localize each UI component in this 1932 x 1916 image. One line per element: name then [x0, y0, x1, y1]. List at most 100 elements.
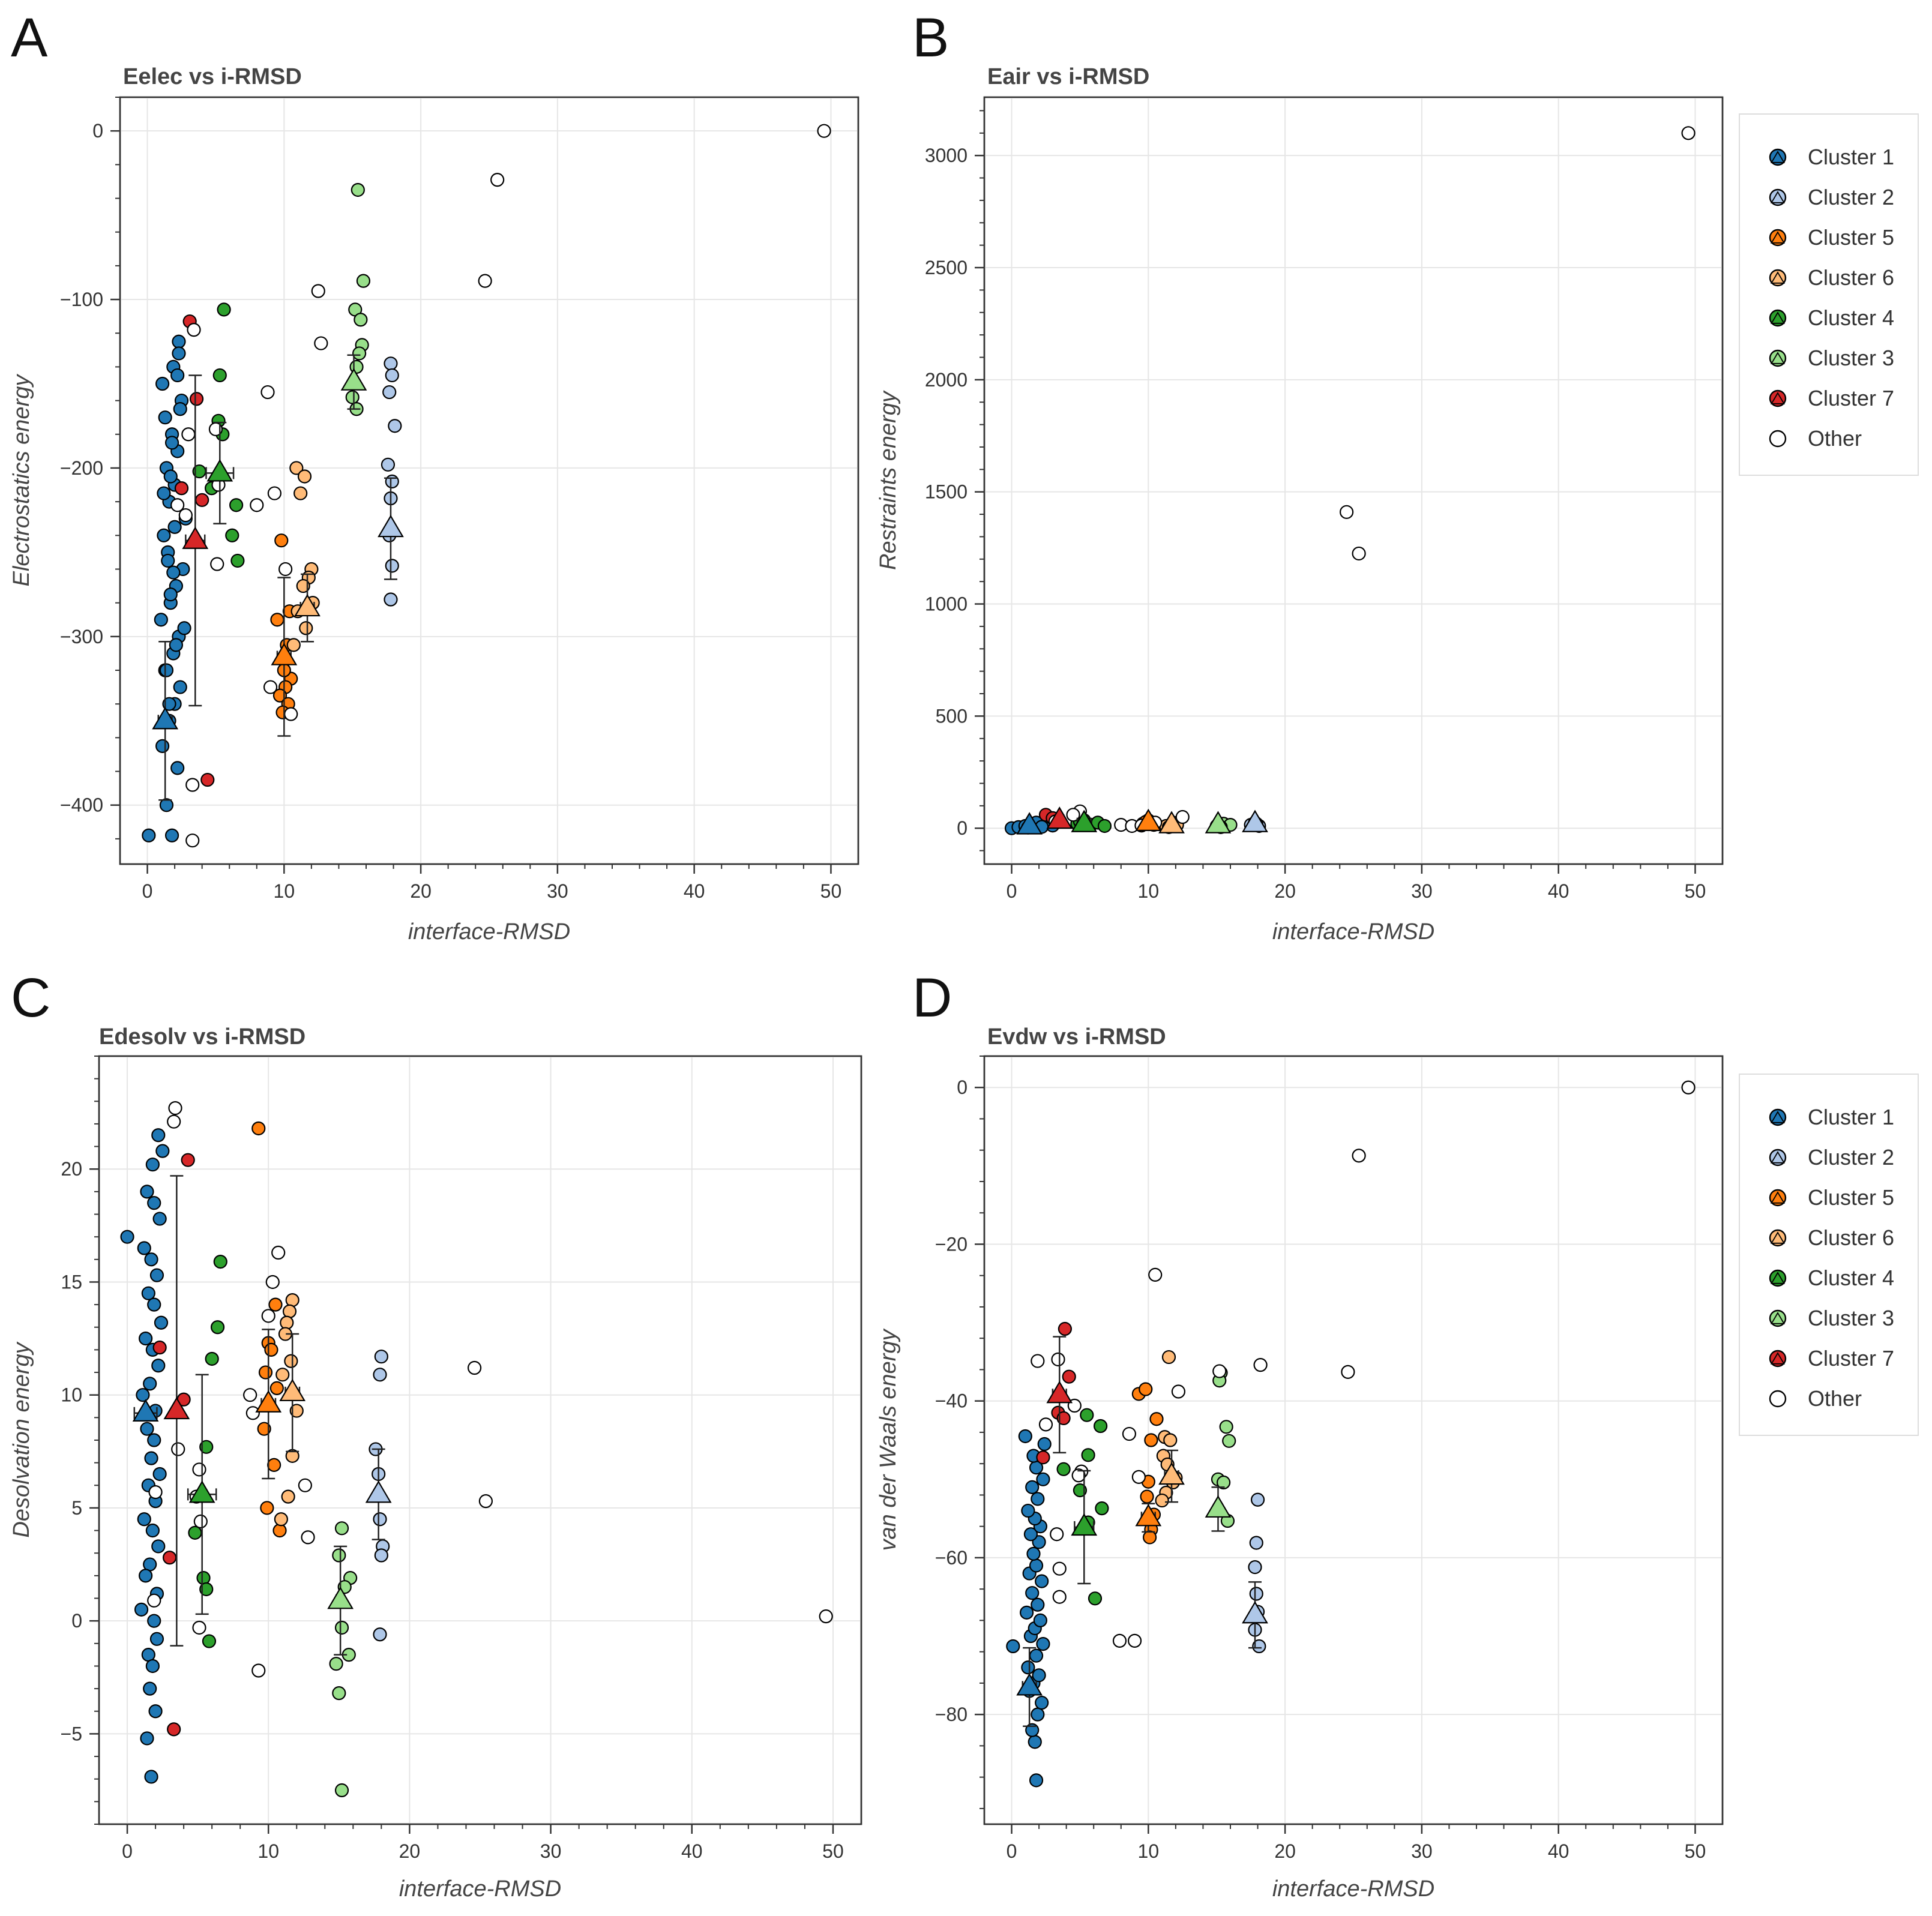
data-point-other — [1122, 1426, 1137, 1441]
data-point-c3 — [329, 1657, 343, 1671]
data-point-c1 — [157, 486, 171, 500]
data-point-other — [478, 1494, 493, 1509]
data-point-other — [1131, 1470, 1146, 1484]
data-point-c2 — [381, 457, 396, 472]
data-point-c7 — [162, 1551, 177, 1565]
data-point-c4 — [188, 1525, 202, 1540]
centroid-marker-c5 — [1135, 1504, 1162, 1527]
data-point-c5 — [1140, 1489, 1154, 1504]
legend-triangle-c2 — [1770, 1151, 1786, 1164]
data-point-c3 — [1219, 1420, 1233, 1434]
data-point-other — [185, 833, 200, 848]
legend-label-c3: Cluster 3 — [1808, 1306, 1894, 1330]
data-point-other — [1340, 505, 1354, 519]
y-tick-label: −80 — [935, 1704, 968, 1725]
centroid-marker-c5 — [1135, 808, 1162, 831]
data-point-c4 — [202, 1634, 217, 1648]
data-point-c1 — [151, 1128, 166, 1143]
data-point-c1 — [1023, 1527, 1038, 1542]
data-point-other — [210, 557, 224, 571]
data-point-c1 — [137, 1241, 151, 1255]
legend-triangle-c4 — [1770, 1272, 1786, 1284]
data-point-c1 — [148, 1704, 163, 1719]
y-tick-label: −40 — [935, 1390, 968, 1412]
data-point-other — [1148, 1267, 1163, 1282]
data-point-other — [1175, 809, 1190, 824]
data-point-c6 — [299, 621, 313, 635]
data-point-other — [819, 1609, 833, 1624]
y-tick-label: 15 — [61, 1271, 82, 1293]
data-point-c5 — [274, 533, 289, 548]
legend-triangle-c6 — [1770, 1231, 1786, 1244]
data-point-c1 — [149, 1268, 164, 1282]
panel-letter-d: D — [912, 967, 952, 1029]
data-point-other — [1253, 1358, 1268, 1372]
centroid-marker-c6 — [294, 593, 320, 617]
data-point-c1 — [1025, 1480, 1040, 1494]
data-point-c5 — [272, 1523, 287, 1538]
data-point-c1 — [167, 520, 182, 534]
data-point-other — [185, 778, 200, 792]
legend-panel-d: Cluster 1 Cluster 2 Cluster 5 Cluster 6 Clus… — [1739, 1074, 1919, 1436]
x-tick-label: 0 — [142, 880, 153, 902]
data-point-c4 — [199, 1440, 214, 1454]
data-point-other — [1050, 1527, 1064, 1542]
y-tick-label: 10 — [61, 1384, 82, 1406]
legend-triangle-c4 — [1770, 311, 1786, 324]
x-tick-label: 20 — [399, 1840, 421, 1862]
y-tick-label: 0 — [71, 1610, 82, 1632]
legend-label-c6: Cluster 6 — [1808, 1225, 1894, 1250]
data-point-c3 — [354, 313, 368, 327]
y-tick-label: −200 — [60, 457, 103, 479]
legend-triangle-c6 — [1770, 271, 1786, 284]
data-point-c1 — [144, 1252, 158, 1267]
x-tick-label: 10 — [274, 880, 295, 902]
data-point-c1 — [1018, 1429, 1032, 1444]
y-tick-label: 500 — [936, 705, 968, 727]
data-point-c5 — [270, 613, 284, 627]
data-point-c4 — [205, 1351, 219, 1366]
data-point-c1 — [164, 436, 179, 450]
data-point-other — [1352, 1149, 1366, 1163]
data-point-c1 — [151, 1539, 166, 1554]
data-point-other — [284, 707, 298, 721]
data-point-c1 — [143, 1681, 157, 1696]
plot-border — [983, 1055, 1724, 1825]
plot-frame — [119, 96, 859, 865]
centroid-marker-c6 — [1158, 811, 1185, 833]
plot-frame — [983, 1055, 1724, 1825]
data-point-c1 — [154, 1315, 169, 1330]
data-point-other — [251, 1663, 266, 1678]
data-point-other — [1038, 1417, 1053, 1432]
data-point-c5 — [1139, 1382, 1153, 1396]
centroid-marker-c2 — [365, 1480, 392, 1503]
data-point-other — [311, 284, 325, 298]
legend-label-c2: Cluster 2 — [1808, 185, 1894, 209]
data-point-other — [263, 680, 278, 694]
legend-triangle-c1 — [1770, 1111, 1786, 1123]
data-point-c5 — [251, 1121, 266, 1136]
centroid-marker-c6 — [1158, 1462, 1185, 1485]
legend-box — [1739, 113, 1919, 476]
data-point-c1 — [1036, 1636, 1050, 1651]
data-point-c2 — [384, 592, 398, 607]
centroid-marker-c4 — [206, 459, 233, 482]
data-point-c1 — [141, 1286, 155, 1300]
legend-triangle-c7 — [1770, 392, 1786, 404]
data-point-c6 — [286, 638, 301, 652]
data-point-c1 — [170, 368, 185, 383]
data-point-c5 — [267, 1458, 281, 1473]
centroid-marker-c5 — [271, 643, 298, 665]
data-point-c1 — [154, 613, 168, 627]
data-point-c2 — [373, 1512, 387, 1527]
data-point-c4 — [1073, 1483, 1088, 1498]
centroid-marker-c3 — [340, 368, 367, 391]
x-tick-label: 30 — [1411, 1840, 1433, 1862]
data-point-c5 — [257, 1422, 271, 1436]
data-point-c6 — [280, 1315, 294, 1330]
y-axis-label: Restraints energy — [876, 390, 901, 570]
data-point-other — [167, 1114, 181, 1129]
data-point-c4 — [225, 528, 239, 542]
data-point-c1 — [140, 1185, 154, 1199]
y-axis-label: Desolvation energy — [9, 1341, 34, 1537]
